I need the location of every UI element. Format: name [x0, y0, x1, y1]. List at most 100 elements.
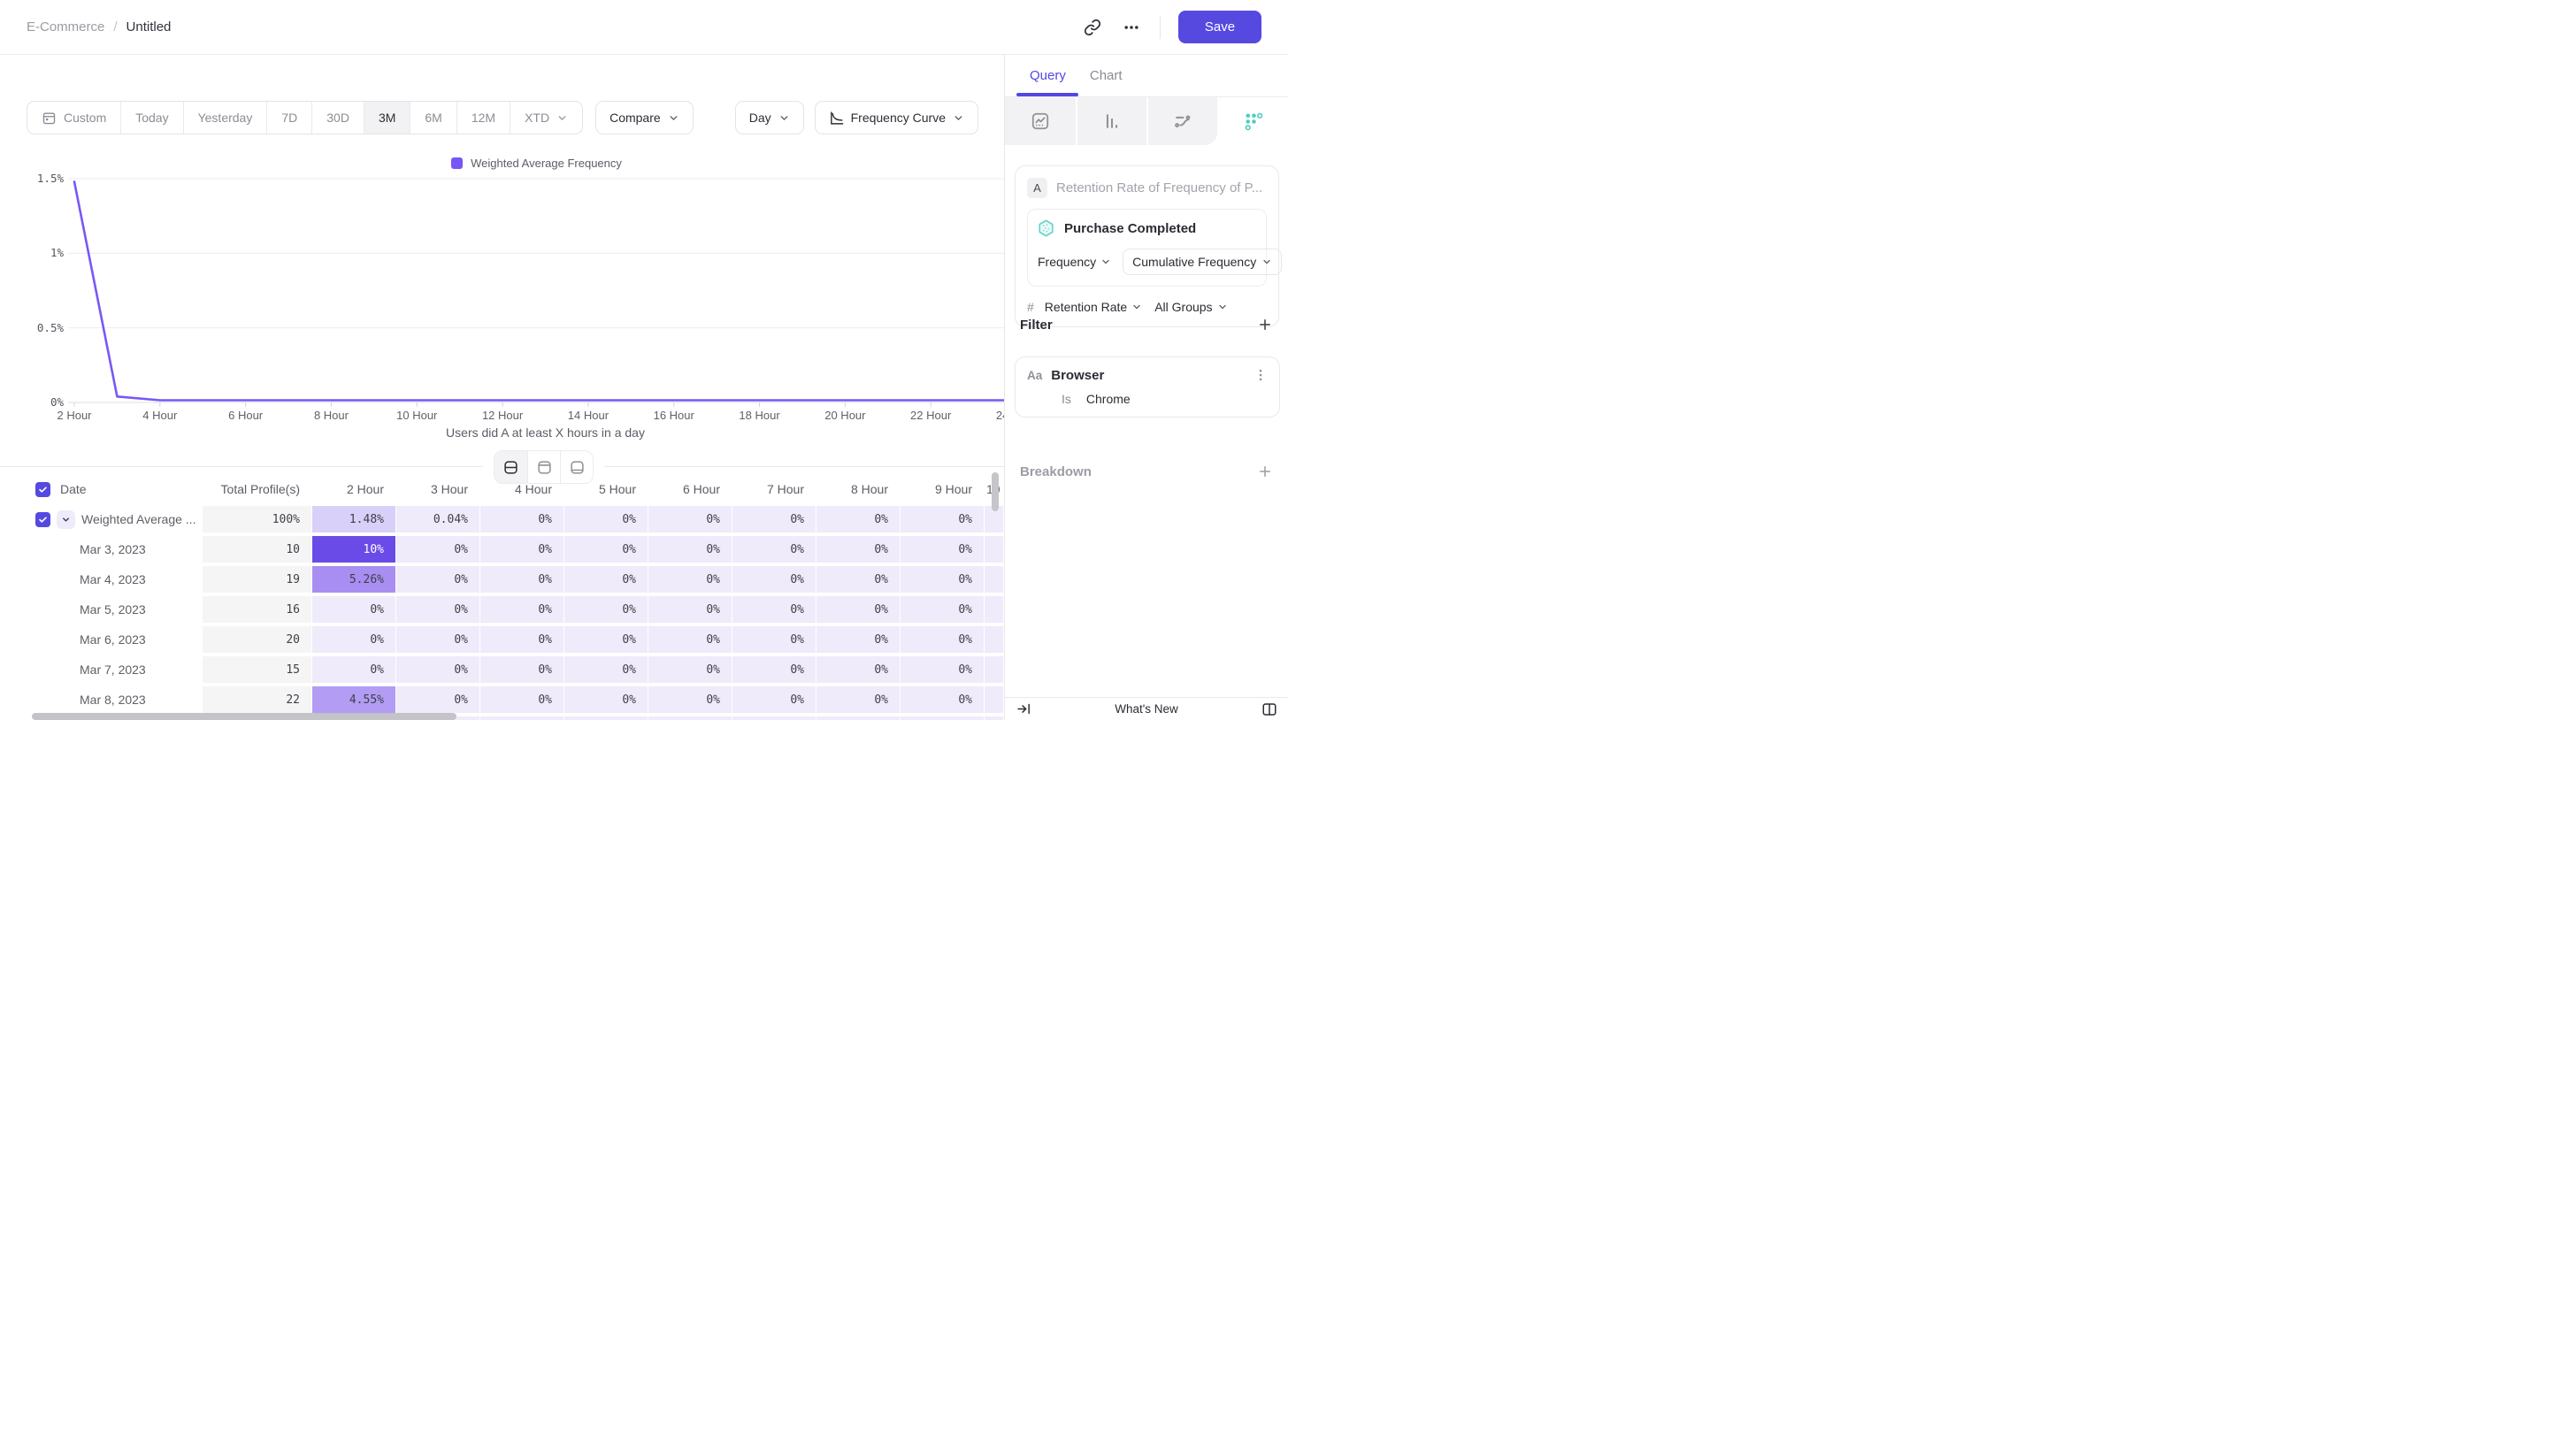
active-tab-underline [1016, 93, 1078, 96]
hour-column-header: 6 Hour [682, 482, 720, 496]
save-button[interactable]: Save [1178, 11, 1261, 43]
retention-value-cell: 0% [564, 626, 648, 653]
retention-value-cell [985, 716, 1003, 720]
expand-row-button[interactable] [57, 509, 75, 529]
frequency-type-dropdown[interactable]: Cumulative Frequency [1123, 249, 1283, 275]
row-checkbox[interactable] [35, 511, 50, 527]
date-cell: Mar 8, 2023 [80, 693, 146, 707]
frequency-label: Frequency [1038, 255, 1097, 269]
retention-value-cell: 0% [648, 626, 732, 653]
range-button-12m[interactable]: 12M [456, 102, 510, 134]
chevron-down-icon [670, 115, 678, 120]
side-panel-icon[interactable] [1261, 701, 1277, 717]
frequency-dropdown[interactable]: Frequency [1038, 255, 1111, 269]
range-button-xtd[interactable]: XTD [510, 102, 582, 134]
total-profiles-cell: 19 [203, 566, 311, 593]
granularity-dropdown[interactable]: Day [734, 101, 804, 134]
filter-property[interactable]: Browser [1051, 367, 1105, 383]
layout-toggle-split-view[interactable] [494, 451, 527, 483]
measure-dropdown[interactable]: Retention Rate [1045, 300, 1142, 314]
range-button-3m[interactable]: 3M [363, 102, 410, 134]
chart-type-retention[interactable] [1217, 97, 1288, 145]
groups-dropdown[interactable]: All Groups [1154, 300, 1227, 314]
range-button-6m[interactable]: 6M [410, 102, 456, 134]
retention-value-cell [985, 686, 1003, 713]
table-horizontal-scrollbar[interactable] [32, 713, 456, 720]
top-header: E-Commerce / Untitled Save [0, 0, 1288, 55]
collapse-panel-icon[interactable] [1016, 701, 1031, 716]
retention-value-cell [480, 716, 564, 720]
x-axis-tick-label: 16 Hour [653, 409, 694, 422]
event-name: Purchase Completed [1064, 220, 1197, 236]
legend-swatch[interactable] [451, 157, 464, 169]
breakdown-section-title: Breakdown [1020, 463, 1092, 479]
filter-card: Aa Browser Is Chrome [1015, 356, 1280, 417]
retention-value-cell: 0.04% [396, 506, 479, 532]
x-axis-tick-label: 2 Hour [57, 409, 92, 422]
filter-options-kebab-icon[interactable] [1253, 367, 1269, 383]
summary-row-label-cell: Weighted Average ... [0, 506, 202, 532]
x-axis-tick-label: 18 Hour [739, 409, 780, 422]
retention-value-cell: 0% [564, 656, 648, 683]
retention-value-cell: 0% [816, 656, 900, 683]
layout-toggle-table-only[interactable] [560, 451, 593, 483]
add-filter-button[interactable] [1257, 317, 1273, 333]
retention-value-cell [564, 716, 648, 720]
retention-data-table: Date Total Profile(s) 2 Hour 3 Hour 4 Hour 5 … [0, 476, 1003, 720]
step-letter-badge: A [1027, 178, 1047, 198]
event-selector[interactable]: Purchase Completed [1038, 219, 1256, 237]
filter-section-header: Filter [1005, 317, 1288, 333]
date-cell: Mar 4, 2023 [80, 572, 146, 586]
retention-value-cell: 0% [396, 596, 479, 623]
retention-value-cell: 0% [564, 506, 648, 532]
range-button-yesterday[interactable]: Yesterday [182, 102, 267, 134]
more-options-icon[interactable] [1121, 17, 1142, 38]
chart-type-bars[interactable] [1076, 97, 1146, 145]
retention-value-cell [648, 716, 732, 720]
filter-operator[interactable]: Is [1062, 392, 1071, 406]
frequency-type-value: Cumulative Frequency [1132, 255, 1257, 269]
range-button-30d[interactable]: 30D [311, 102, 364, 134]
range-label: 12M [471, 111, 496, 125]
retention-value-cell: 0% [732, 626, 816, 653]
groups-label: All Groups [1154, 300, 1213, 314]
check-icon [39, 516, 47, 523]
whats-new-link[interactable]: What's New [1115, 702, 1178, 716]
chart-type-insights[interactable] [1005, 97, 1076, 145]
chevron-down-icon [1102, 259, 1109, 264]
compare-button[interactable]: Compare [595, 101, 694, 134]
x-axis-tick-label: 8 Hour [313, 409, 349, 422]
retention-value-cell: 5.26% [312, 566, 395, 593]
legend-series-label[interactable]: Weighted Average Frequency [471, 157, 622, 170]
add-breakdown-button[interactable] [1257, 463, 1273, 479]
retention-value-cell [985, 626, 1003, 653]
chart-type-flows[interactable] [1146, 97, 1217, 145]
event-card: Purchase Completed Frequency Cumulative … [1027, 209, 1283, 287]
retention-value-cell: 0% [312, 596, 395, 623]
copy-link-icon[interactable] [1082, 17, 1103, 38]
tab-chart[interactable]: Chart [1089, 68, 1123, 83]
chart-style-dropdown[interactable]: Frequency Curve [814, 101, 978, 134]
retention-value-cell: 1.48% [312, 506, 395, 532]
filter-value[interactable]: Chrome [1085, 392, 1131, 406]
query-title-input[interactable]: Retention Rate of Frequency of P... [1056, 180, 1263, 195]
layout-toggle-chart-only[interactable] [527, 451, 560, 483]
range-button-7d[interactable]: 7D [266, 102, 311, 134]
tab-query[interactable]: Query [1030, 68, 1066, 83]
event-hexagon-icon [1039, 219, 1054, 237]
retention-value-cell [985, 566, 1003, 593]
hour-column-header: 9 Hour [934, 482, 972, 496]
retention-value-cell: 0% [816, 626, 900, 653]
retention-value-cell: 0% [732, 686, 816, 713]
retention-value-cell: 0% [648, 536, 732, 563]
retention-value-cell: 10% [312, 536, 395, 563]
breadcrumb-report-title[interactable]: Untitled [126, 19, 172, 34]
range-button-custom[interactable]: Custom [27, 102, 120, 134]
table-vertical-scrollbar[interactable] [992, 472, 999, 511]
retention-value-cell: 0% [564, 536, 648, 563]
breadcrumb-project[interactable]: E-Commerce [27, 19, 105, 34]
range-button-today[interactable]: Today [120, 102, 182, 134]
retention-value-cell: 0% [480, 596, 564, 623]
filter-section-title: Filter [1020, 317, 1053, 333]
select-all-checkbox[interactable] [35, 481, 50, 497]
